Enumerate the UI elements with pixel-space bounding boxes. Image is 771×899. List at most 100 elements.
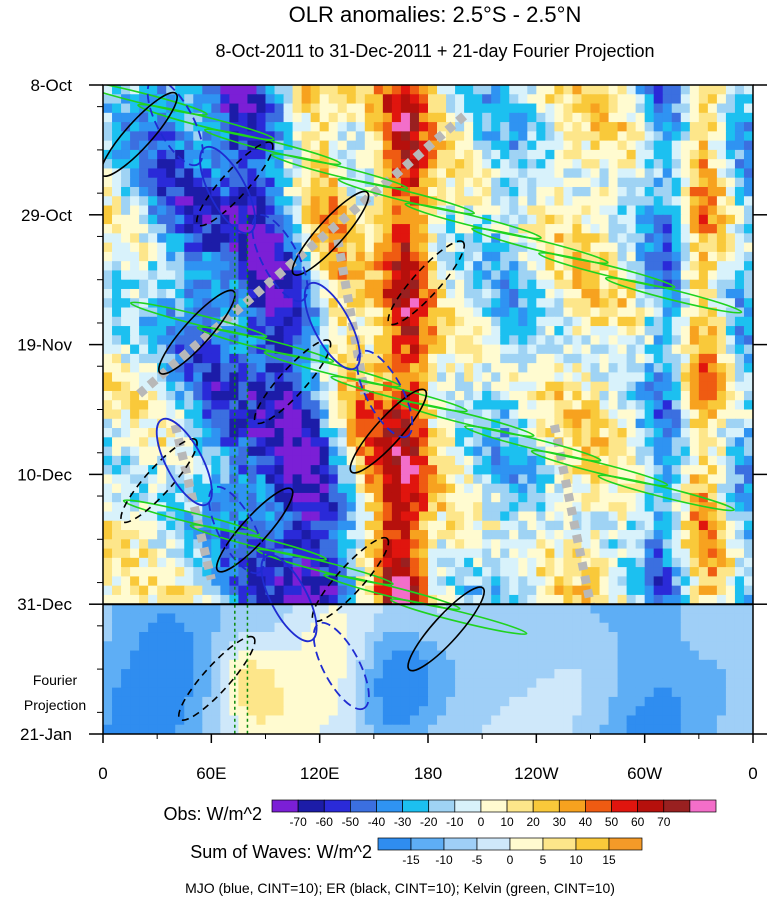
obs-cell <box>301 483 312 494</box>
projection-cell <box>590 650 601 661</box>
obs-cell <box>301 335 312 346</box>
obs-cell <box>680 418 691 429</box>
obs-cell <box>662 344 673 355</box>
obs-cell <box>689 511 700 522</box>
projection-cell <box>671 678 682 689</box>
obs-cell <box>491 585 501 596</box>
obs-cell <box>274 409 285 420</box>
obs-cell <box>229 85 240 95</box>
obs-cell <box>491 326 501 336</box>
obs-cell <box>734 483 745 494</box>
obs-cell <box>409 567 420 577</box>
obs-cell <box>418 233 429 244</box>
projection-cell <box>662 632 673 642</box>
obs-cell <box>455 455 465 466</box>
obs-cell <box>446 483 456 494</box>
obs-cell <box>373 242 384 253</box>
obs-cell <box>455 409 465 420</box>
projection-cell <box>310 706 321 717</box>
obs-cell <box>689 168 700 179</box>
obs-cell <box>139 567 149 577</box>
obs-cell <box>446 548 456 559</box>
projection-cell <box>500 613 510 624</box>
projection-cell <box>202 715 212 726</box>
projection-cell <box>635 632 646 642</box>
obs-cell <box>202 103 212 114</box>
projection-cell <box>626 706 637 717</box>
obs-cell <box>626 372 637 383</box>
obs-cell <box>283 298 294 309</box>
projection-cell <box>446 632 456 642</box>
projection-cell <box>409 613 420 624</box>
projection-cell <box>328 706 339 717</box>
obs-cell <box>554 483 565 494</box>
obs-cell <box>689 288 700 299</box>
obs-cell <box>274 261 285 272</box>
projection-cell <box>112 622 122 633</box>
obs-cell <box>464 94 474 105</box>
obs-cell <box>247 418 258 429</box>
obs-cell <box>671 316 682 327</box>
obs-cell <box>545 381 555 392</box>
obs-cell <box>166 122 176 132</box>
obs-cell <box>292 140 303 151</box>
obs-cell <box>256 251 267 262</box>
obs-cell <box>148 548 158 559</box>
obs-cell <box>364 530 375 540</box>
obs-cell <box>437 502 447 513</box>
obs-cell <box>590 326 601 336</box>
obs-cell <box>157 502 167 513</box>
obs-cell <box>689 390 700 401</box>
projection-cell <box>617 632 628 642</box>
obs-cell <box>698 428 709 438</box>
obs-cell <box>121 233 131 244</box>
obs-cell <box>482 177 492 188</box>
obs-cell <box>121 502 131 513</box>
projection-cell <box>671 706 682 717</box>
obs-cell <box>500 94 510 105</box>
obs-cell <box>256 446 267 457</box>
obs-cell <box>418 585 429 596</box>
obs-cell <box>337 122 348 132</box>
obs-cell <box>337 168 348 179</box>
projection-cell <box>220 669 230 679</box>
obs-cell <box>292 131 303 142</box>
obs-cell <box>536 298 546 309</box>
obs-cell <box>319 428 330 438</box>
obs-cell <box>193 576 203 587</box>
obs-cell <box>283 307 294 318</box>
projection-cell <box>554 696 565 707</box>
obs-cell <box>283 251 294 262</box>
obs-cell <box>175 112 185 123</box>
projection-cell <box>473 678 483 689</box>
obs-cell <box>364 335 375 346</box>
obs-cell <box>355 335 366 346</box>
obs-cell <box>112 483 122 494</box>
obs-cell <box>301 409 312 420</box>
obs-cell <box>662 94 673 105</box>
obs-cell <box>608 242 619 253</box>
obs-cell <box>554 112 565 123</box>
obs-cell <box>301 233 312 244</box>
obs-cell <box>563 437 574 448</box>
obs-anomaly-field <box>103 85 753 606</box>
obs-cell <box>653 474 664 485</box>
projection-cell <box>166 659 176 670</box>
obs-cell <box>211 279 221 290</box>
obs-cell <box>211 418 221 429</box>
obs-cell <box>716 335 727 346</box>
obs-cell <box>256 381 267 392</box>
obs-cell <box>364 363 375 374</box>
obs-cell <box>229 585 240 596</box>
obs-cell <box>734 446 745 457</box>
obs-cell <box>121 511 131 522</box>
projection-cell <box>554 669 565 679</box>
obs-cell <box>446 418 456 429</box>
obs-cell <box>355 418 366 429</box>
obs-cell <box>301 186 312 197</box>
projection-cell <box>355 696 366 707</box>
obs-cell <box>220 455 230 466</box>
obs-cell <box>599 594 610 605</box>
obs-cell <box>698 224 709 234</box>
obs-cell <box>211 520 221 531</box>
